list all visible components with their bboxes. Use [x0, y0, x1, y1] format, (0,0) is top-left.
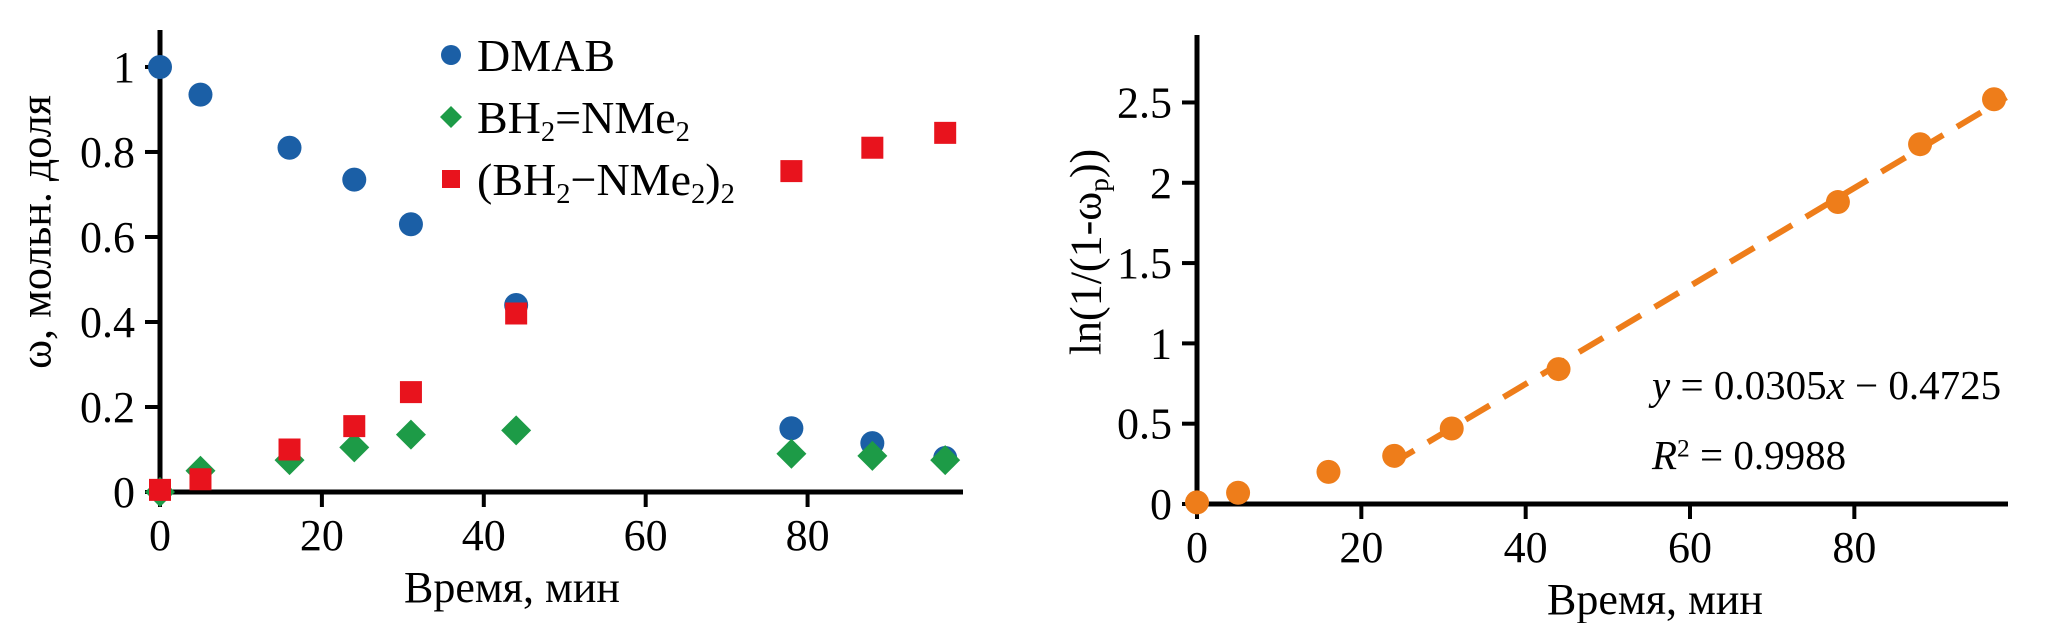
data-point-circle [398, 212, 423, 237]
legend-label: BH2=NMe2 [477, 91, 690, 148]
data-point-circle [1546, 357, 1571, 382]
text-segment: ) [705, 153, 721, 205]
x-tick-label: 60 [624, 511, 668, 560]
data-point-diamond [501, 415, 532, 446]
text-segment: p [1084, 178, 1115, 192]
data-point-circle [1982, 87, 2007, 112]
y-tick-label: 0.4 [80, 298, 135, 347]
y-tick-label: 0.6 [80, 213, 135, 262]
text-segment: x [1826, 362, 1845, 408]
legend-marker-square-icon [442, 170, 460, 188]
y-tick-label: 2 [1150, 159, 1172, 208]
text-segment: = 0.0305 [1670, 362, 1827, 408]
y-tick-label: 0.5 [1117, 400, 1172, 449]
x-tick-label: 20 [300, 511, 344, 560]
y-tick-label: 0.8 [80, 128, 135, 177]
text-segment: ω, мольн. доля [11, 95, 61, 369]
data-point-circle [1185, 490, 1209, 515]
data-point-square [149, 478, 171, 501]
data-point-square [505, 302, 528, 325]
data-point-square [189, 468, 212, 491]
trend-line [1388, 94, 2008, 468]
y-tick-label: 0 [113, 468, 135, 517]
data-point-circle [779, 416, 804, 441]
data-point-circle [1226, 480, 1251, 505]
text-segment: R [1652, 432, 1678, 478]
x-tick-label: 0 [149, 511, 171, 560]
x-axis-label: Время, мин [404, 563, 620, 612]
data-point-circle [1382, 443, 1407, 468]
x-tick-label: 60 [1668, 523, 1712, 572]
text-segment: 2 [556, 178, 571, 210]
data-point-circle [1439, 416, 1464, 441]
data-point-square [861, 136, 884, 159]
data-point-diamond [776, 438, 807, 469]
text-segment: 2 [720, 178, 735, 210]
data-point-circle [277, 135, 302, 160]
trendline-annotation: y = 0.0305x − 0.4725 R2 = 0.9988 [1652, 350, 2001, 490]
text-segment: 2 [1677, 434, 1690, 463]
data-point-diamond [395, 419, 426, 450]
trendline-r-squared: R2 = 0.9988 [1652, 420, 2001, 490]
data-point-square [343, 415, 366, 438]
text-segment: − 0.4725 [1844, 362, 2002, 408]
legend-label: DMAB [477, 29, 615, 82]
data-point-circle [148, 54, 172, 79]
data-point-square [399, 381, 422, 404]
y-tick-label: 0 [1150, 480, 1172, 529]
x-tick-label: 40 [462, 511, 506, 560]
right-chart-y-axis-label: ln(1/(1-ωp)) [1061, 148, 1115, 356]
legend-item: BH2=NMe2 [438, 86, 735, 148]
text-segment: =NMe [555, 91, 676, 143]
text-segment: 2 [540, 116, 556, 148]
data-point-diamond [339, 432, 370, 463]
x-tick-label: 0 [1186, 523, 1208, 572]
trendline-equation: y = 0.0305x − 0.4725 [1652, 350, 2001, 420]
text-segment: BH [477, 91, 541, 143]
data-point-diamond [857, 440, 888, 471]
data-point-circle [1908, 132, 1933, 157]
data-point-circle [1316, 459, 1341, 484]
text-segment: (BH [477, 153, 557, 205]
legend: DMAB BH2=NMe2 (BH2−NMe2)2 [438, 24, 735, 210]
x-tick-label: 40 [1504, 523, 1548, 572]
text-segment: = 0.9988 [1689, 432, 1847, 478]
y-tick-label: 1 [1150, 319, 1172, 368]
y-tick-label: 1.5 [1117, 239, 1172, 288]
text-segment: ln(1/(1-ω [1061, 191, 1111, 356]
text-segment: −NMe [570, 153, 691, 205]
y-tick-label: 1 [113, 43, 135, 92]
legend-label: (BH2−NMe2)2 [477, 153, 735, 210]
text-segment: y [1652, 362, 1671, 408]
y-tick-label: 2.5 [1117, 78, 1172, 127]
data-point-circle [342, 167, 367, 192]
text-segment: DMAB [477, 29, 616, 81]
data-point-square [278, 438, 301, 461]
text-segment: 2 [690, 178, 706, 210]
x-tick-label: 20 [1339, 523, 1383, 572]
text-segment: )) [1061, 148, 1111, 179]
left-chart-y-axis-label: ω, мольн. доля [11, 95, 62, 369]
y-tick-label: 0.2 [80, 383, 135, 432]
legend-marker-diamond-icon [440, 106, 462, 128]
legend-item: DMAB [438, 24, 735, 86]
x-axis-label: Время, мин [1547, 575, 1763, 623]
data-point-circle [1825, 190, 1850, 215]
legend-item: (BH2−NMe2)2 [438, 148, 735, 210]
data-point-square [780, 160, 803, 183]
x-tick-label: 80 [786, 511, 830, 560]
x-tick-label: 80 [1832, 523, 1876, 572]
legend-marker-circle-icon [441, 45, 461, 65]
data-point-circle [188, 82, 213, 107]
text-segment: 2 [675, 116, 690, 148]
data-point-diamond [930, 445, 961, 476]
data-point-square [934, 121, 957, 144]
